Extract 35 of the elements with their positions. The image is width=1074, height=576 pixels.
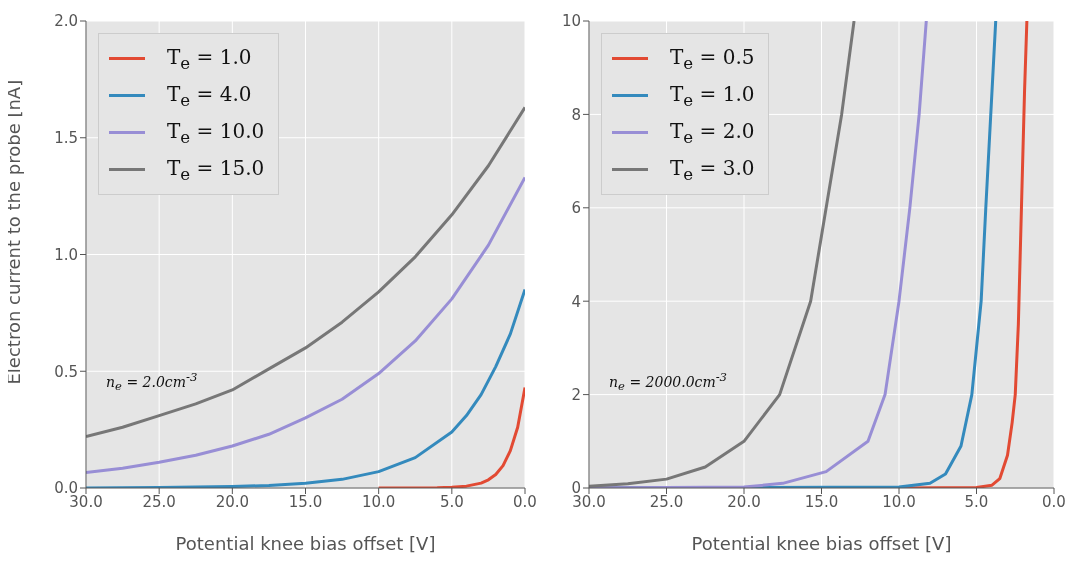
legend-label: T$_{e}$ = 3.0 xyxy=(670,155,755,184)
line-series xyxy=(377,386,525,488)
x-tick-label: 5.0 xyxy=(439,492,464,511)
y-tick-label: 0.5 xyxy=(54,362,78,381)
x-tick-label: 25.0 xyxy=(142,492,176,511)
line-series xyxy=(86,105,525,439)
x-tick-label: 10.0 xyxy=(361,492,396,511)
y-tick-label: 10 xyxy=(561,12,581,31)
legend-label: T$_{e}$ = 0.5 xyxy=(670,44,755,73)
x-tick-label: 5.0 xyxy=(964,492,989,511)
annotation: n$_{e}$ = 2.0cm$^{-3}$ xyxy=(106,370,198,394)
annotation: n$_{e}$ = 2000.0cm$^{-3}$ xyxy=(609,370,728,394)
legend-label: T$_{e}$ = 4.0 xyxy=(167,81,252,110)
legend-label: T$_{e}$ = 2.0 xyxy=(670,118,755,147)
x-axis-title: Potential knee bias offset [V] xyxy=(691,533,952,554)
x-tick-label: 20.0 xyxy=(727,492,761,511)
y-tick-label: 4 xyxy=(571,292,581,311)
legend-label: T$_{e}$ = 10.0 xyxy=(167,118,265,147)
x-tick-label: 0.0 xyxy=(513,492,537,511)
x-tick-label: 15.0 xyxy=(288,492,323,511)
y-tick-label: 8 xyxy=(571,105,581,124)
x-tick-label: 25.0 xyxy=(649,492,684,511)
y-tick-label: 2 xyxy=(571,385,581,404)
legend-label: T$_{e}$ = 15.0 xyxy=(167,155,265,184)
x-tick-label: 15.0 xyxy=(804,492,839,511)
y-tick-label: 1.0 xyxy=(54,245,78,264)
legend-label: T$_{e}$ = 1.0 xyxy=(670,81,755,110)
legend-label: T$_{e}$ = 1.0 xyxy=(167,44,252,73)
x-tick-label: 20.0 xyxy=(215,492,250,511)
y-tick-label: 2.0 xyxy=(54,12,78,31)
x-tick-label: 0.0 xyxy=(1042,492,1066,511)
x-axis-title: Potential knee bias offset [V] xyxy=(175,533,436,554)
x-tick-label: 10.0 xyxy=(882,492,916,511)
y-tick-label: 1.5 xyxy=(54,129,78,148)
y-tick-label: 6 xyxy=(571,199,581,218)
